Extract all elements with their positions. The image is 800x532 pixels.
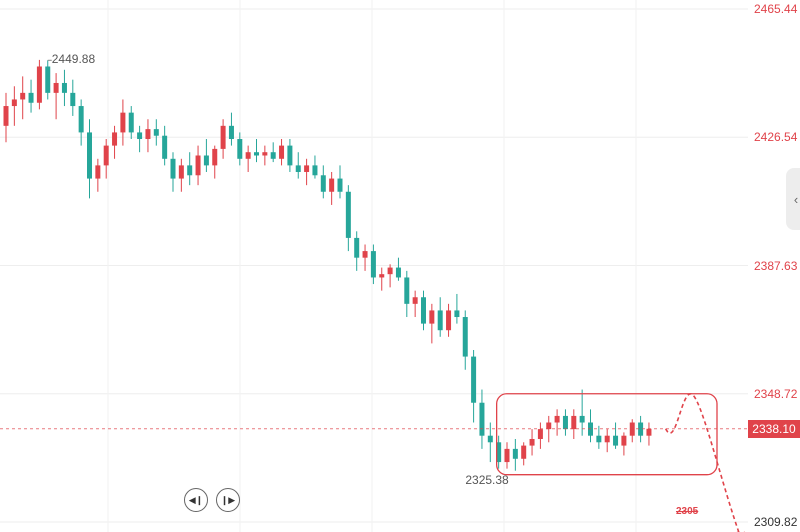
candle-body [170,158,176,179]
candle-body [512,448,518,459]
candle-body [312,165,318,176]
candle-body [429,310,435,324]
candle-body [254,152,259,156]
candle-body [70,92,76,107]
session-low-label: 2325.38 [465,472,509,487]
candle-body [270,152,276,159]
candle-body [36,66,42,103]
candle-body [61,82,67,93]
candle-body [103,145,109,166]
annotation-overlay [0,59,748,532]
target-price-label: 2305 [676,506,699,517]
candle-body [362,251,368,258]
candle-body [87,132,92,179]
candle-body [596,435,602,443]
forecast-path [664,392,740,532]
skip-forward-icon: ❙▶ [220,494,236,505]
candle-body [178,165,184,179]
candle-body [504,448,510,463]
candle-body [45,66,51,93]
candle-body [329,178,335,192]
price-tick-label: 2387.63 [754,258,798,273]
candle-body [237,139,243,159]
candle-body [295,165,301,172]
price-tick-label: 2309.82 [754,515,798,529]
candle-body [53,82,59,93]
candle-body [137,132,143,140]
candle-body [212,148,218,166]
candle-body [28,92,34,103]
candle-body [153,129,159,136]
candle-body [638,422,644,436]
candle-body [320,175,326,192]
price-tick-label: 2426.54 [754,130,798,145]
candle-body [279,145,285,159]
candle-body [554,415,560,423]
candle-body [95,165,101,179]
candle-body [521,445,527,459]
price-axis: 2465.44 2426.54 2387.63 2348.72 2309.82 [748,0,800,532]
candle-body [579,415,585,423]
consolidation-range-box [495,393,718,476]
chevron-left-icon: ‹ [793,191,799,207]
candle-body [462,317,468,357]
candle-body [287,145,293,166]
candle-body [487,435,493,443]
candle-body [621,435,627,446]
candle-body [604,435,610,443]
side-panel-toggle[interactable]: ‹ [786,168,800,230]
candle-body [20,92,26,100]
candle-body [120,112,126,133]
candle-body [546,422,552,430]
grid-lines [0,0,748,532]
candle-body [337,178,343,192]
candle-body [78,106,84,133]
candle-body [537,429,543,439]
candle-body [162,135,168,159]
candle-body [471,356,477,403]
candle-body [354,237,360,258]
price-tick-label: 2348.72 [754,386,798,401]
candle-body [195,155,201,176]
candle-body [245,152,251,159]
candle-body [220,125,226,149]
candle-body [412,297,418,304]
session-high-label: 2449.88 [51,52,96,67]
last-price-badge: 2338.10 [748,419,800,438]
candle-body [395,267,401,278]
candle-body [304,165,310,172]
scroll-back-button[interactable]: ◀❙ [184,488,208,512]
candle-body [128,112,134,133]
candle-body [370,251,376,278]
candle-body [228,125,234,140]
price-tick-label: 2465.44 [754,2,798,16]
candle-body [613,435,619,446]
candlestick-series [3,59,652,471]
candle-body [404,277,410,304]
candle-body [3,106,9,126]
candle-body [11,99,17,107]
candle-body [203,155,209,166]
candle-body [379,274,385,278]
candle-body [479,402,485,436]
candle-body [562,415,568,430]
candle-body [262,152,268,156]
candle-body [446,310,452,331]
candle-body [529,438,535,446]
candle-body [646,428,652,436]
candle-body [454,310,460,318]
skip-back-icon: ◀❙ [188,494,204,505]
candle-body [437,310,443,331]
candle-body [571,415,577,430]
candle-body [421,297,426,324]
candle-body [187,165,193,176]
candle-body [112,132,118,146]
candle-body [145,129,151,140]
candle-body [387,267,393,275]
scroll-forward-button[interactable]: ❙▶ [216,488,240,512]
candle-body [496,442,502,463]
candle-body [345,191,351,238]
